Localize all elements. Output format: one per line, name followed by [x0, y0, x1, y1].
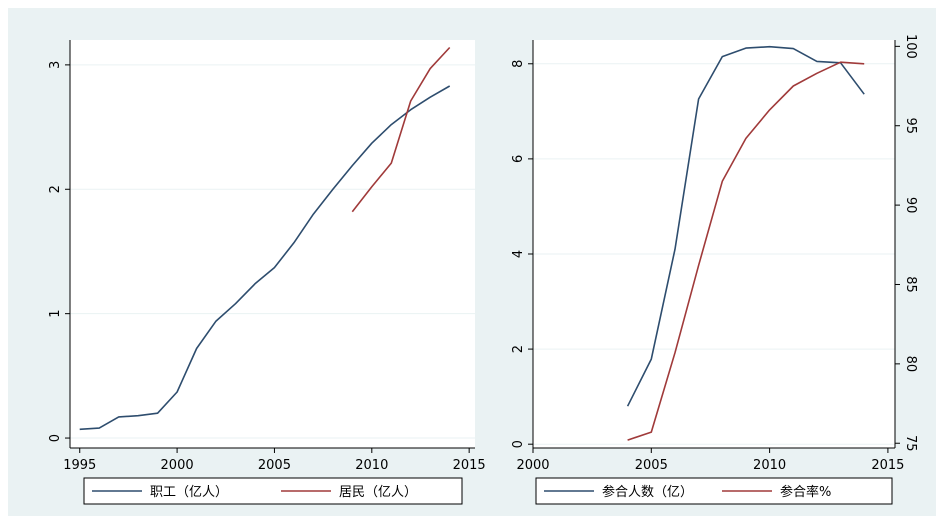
chart-canvas: 1995 2000 2005 2010 2015 0 1 2 3 职工（亿人） 居民（亿人） 2000…: [48, 34, 918, 505]
series-line-1: [79, 85, 451, 431]
x-tick-label: 2010: [753, 458, 786, 473]
chart-panel-2: 2000 2005 2010 2015 0 2 4 6 8 75 80 85 90 95 100 参合人数（亿…: [511, 34, 918, 505]
legend-label: 参合率%: [780, 484, 831, 500]
y-tick-label: 2: [511, 345, 526, 353]
plot-area: [70, 40, 475, 448]
y2-tick-label: 95: [903, 117, 918, 134]
x-tick-label: 2010: [355, 458, 388, 473]
plot-area: [533, 40, 895, 448]
y2-tick-label: 80: [903, 356, 918, 373]
y-tick-label: 2: [48, 185, 63, 193]
series-line-2: [351, 46, 451, 213]
y-tick-label: 1: [48, 310, 63, 318]
y2-tick-label: 85: [903, 276, 918, 293]
legend-label: 职工（亿人）: [150, 485, 228, 500]
x-tick-label: 2000: [516, 458, 549, 473]
y2-tick-label: 100: [903, 34, 918, 59]
x-tick-label: 2000: [161, 458, 194, 473]
x-tick-label: 1995: [63, 458, 96, 473]
series-line-1: [626, 45, 865, 407]
y-tick-label: 6: [511, 155, 526, 163]
y-tick-label: 3: [48, 61, 63, 69]
y-tick-label: 4: [511, 250, 526, 258]
x-tick-label: 2015: [453, 458, 486, 473]
legend-label: 居民（亿人）: [339, 485, 417, 500]
y2-tick-label: 90: [903, 197, 918, 214]
figure-background: 1995 2000 2005 2010 2015 0 1 2 3 职工（亿人） 居民（亿人） 2000…: [8, 8, 936, 516]
series-line-2: [627, 61, 865, 441]
legend-label: 参合人数（亿）: [602, 484, 693, 500]
y-tick-label: 8: [511, 60, 526, 68]
x-tick-label: 2005: [258, 458, 291, 473]
x-tick-label: 2005: [635, 458, 668, 473]
chart-panel-1: 1995 2000 2005 2010 2015 0 1 2 3 职工（亿人） 居民（亿人）: [48, 40, 486, 505]
y-tick-label: 0: [511, 440, 526, 448]
legend-box: [83, 477, 463, 505]
x-tick-label: 2015: [871, 458, 904, 473]
legend-box: [535, 477, 893, 505]
legend: 参合人数（亿） 参合率%: [535, 477, 893, 505]
y-tick-label: 0: [48, 434, 63, 442]
y2-tick-label: 75: [903, 435, 918, 452]
legend: 职工（亿人） 居民（亿人）: [83, 477, 463, 505]
